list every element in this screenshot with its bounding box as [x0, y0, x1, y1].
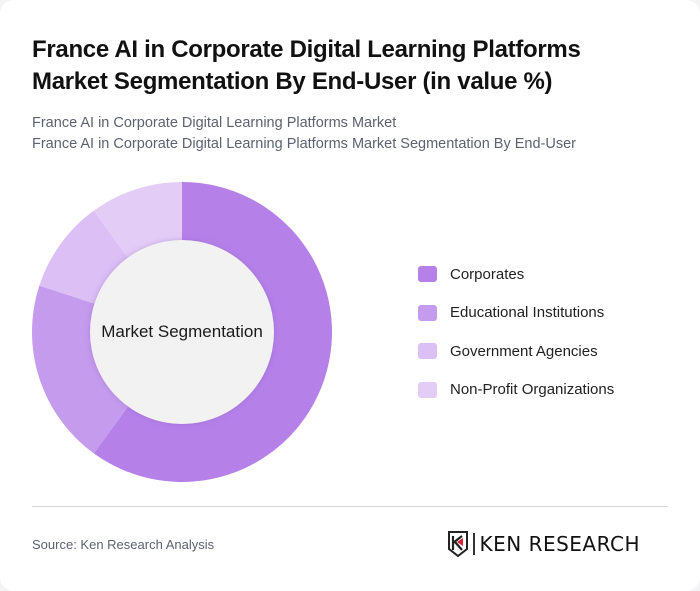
legend-swatch [418, 304, 437, 321]
ken-research-shield-icon [448, 531, 468, 557]
title-line-1: France AI in Corporate Digital Learning … [32, 36, 581, 63]
logo-separator [473, 533, 475, 555]
source-text: Source: Ken Research Analysis [32, 537, 215, 552]
title-line-2: Market Segmentation By End-User (in valu… [32, 68, 553, 95]
subtitle-line-1: France AI in Corporate Digital Learning … [32, 115, 397, 131]
legend-item-government-agencies[interactable]: Government Agencies [418, 341, 614, 361]
donut-hole [90, 240, 274, 424]
donut-chart: Market Segmentation [30, 180, 334, 484]
legend-item-educational-institutions[interactable]: Educational Institutions [418, 303, 614, 323]
legend-label: Corporates [450, 265, 525, 283]
legend-item-non-profit-organizations[interactable]: Non-Profit Organizations [418, 380, 614, 400]
donut-svg [31, 182, 333, 482]
logo-text: KEN RESEARCH [479, 532, 641, 556]
legend-swatch [418, 343, 437, 359]
ken-research-logo: KEN RESEARCH [447, 530, 640, 558]
legend-label: Educational Institutions [450, 304, 605, 321]
footer-divider [32, 506, 668, 507]
legend-swatch [418, 381, 437, 398]
subtitle-line-2: France AI in Corporate Digital Learning … [32, 136, 576, 152]
chart-legend: Corporates Educational Institutions Gove… [418, 264, 614, 418]
legend-item-corporates[interactable]: Corporates [418, 264, 614, 284]
legend-label: Government Agencies [450, 342, 598, 360]
legend-label: Non-Profit Organizations [450, 381, 615, 398]
chart-title: France AI in Corporate Digital Learning … [32, 34, 672, 98]
chart-subtitle: France AI in Corporate Digital Learning … [32, 113, 672, 155]
legend-swatch [418, 266, 437, 282]
